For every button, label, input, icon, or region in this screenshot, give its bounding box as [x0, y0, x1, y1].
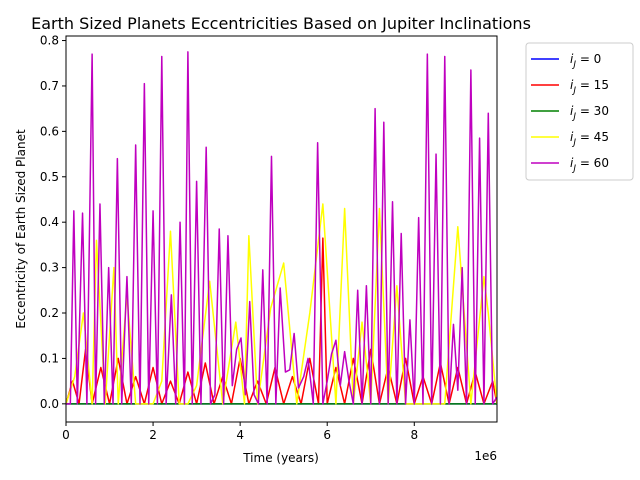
y-tick-label: 0.1 [40, 351, 59, 365]
legend-label-sub: J [571, 138, 576, 148]
legend-label-rest: = 60 [576, 156, 609, 170]
x-tick-label: 6 [323, 428, 331, 442]
x-tick-label: 8 [410, 428, 418, 442]
y-tick-label: 0.4 [40, 215, 59, 229]
series-line-4 [66, 51, 497, 405]
legend-label-var: i [570, 130, 574, 144]
legend-label-sub: J [571, 86, 576, 96]
legend-label-var: i [570, 78, 574, 92]
x-tick-label: 2 [149, 428, 157, 442]
legend-label-sub: J [571, 164, 576, 174]
legend-label-var: i [570, 104, 574, 118]
legend-label-rest: = 0 [576, 52, 601, 66]
y-tick-label: 0.5 [40, 170, 59, 184]
y-tick-label: 0.3 [40, 261, 59, 275]
legend-label: iJ = 0 [570, 52, 601, 70]
legend-label: iJ = 15 [570, 78, 609, 96]
chart-title: Earth Sized Planets Eccentricities Based… [31, 14, 531, 33]
y-tick-label: 0.6 [40, 124, 59, 138]
legend-label-rest: = 30 [576, 104, 609, 118]
y-axis: 0.0 0.1 0.2 0.3 0.4 0.5 0.6 0.7 0.8 [40, 34, 66, 411]
legend-label-rest: = 15 [576, 78, 609, 92]
y-tick-label: 0.7 [40, 79, 59, 93]
x-tick-label: 4 [236, 428, 244, 442]
legend-label: iJ = 30 [570, 104, 609, 122]
legend-label-var: i [570, 156, 574, 170]
plot-area [66, 51, 497, 405]
legend-frame [525, 42, 634, 181]
y-tick-label: 0.2 [40, 306, 59, 320]
y-tick-label: 0.8 [40, 34, 59, 48]
axes-frame [65, 35, 498, 423]
legend-label-sub: J [571, 60, 576, 70]
y-axis-label: Eccentricity of Earth Sized Planet [14, 129, 28, 329]
y-tick-label: 0.0 [40, 397, 59, 411]
x-axis-offset-label: 1e6 [474, 449, 497, 463]
legend-label: iJ = 45 [570, 130, 609, 148]
legend-label-var: i [570, 52, 574, 66]
x-axis-label: Time (years) [242, 451, 319, 465]
x-axis: 0 2 4 6 8 [62, 422, 418, 442]
legend-label: iJ = 60 [570, 156, 609, 174]
x-tick-label: 0 [62, 428, 70, 442]
legend-label-sub: J [571, 112, 576, 122]
legend-label-rest: = 45 [576, 130, 609, 144]
